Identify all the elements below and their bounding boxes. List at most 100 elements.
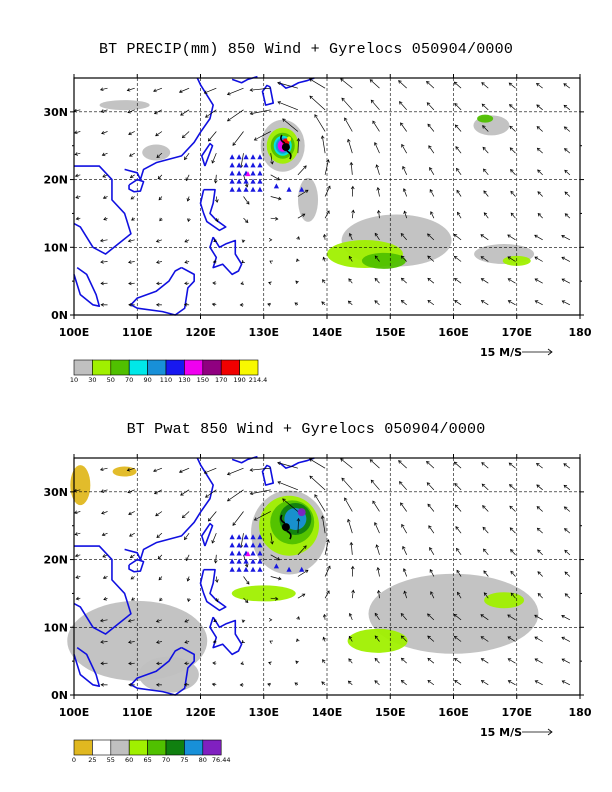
arrow-head bbox=[454, 277, 458, 282]
panel1-map: 100E 110E 120E 130E 140E 150E 160E 170E 180 0N 10N… bbox=[43, 74, 592, 384]
arrow-head bbox=[184, 239, 188, 243]
arrow-head bbox=[374, 255, 379, 259]
arrow-head bbox=[427, 277, 431, 282]
arrow-head bbox=[454, 657, 458, 662]
arrow-head bbox=[296, 517, 301, 522]
arrow-head bbox=[351, 589, 355, 594]
arrow-head bbox=[301, 593, 306, 597]
arrow-head bbox=[564, 148, 568, 152]
colorbar-label: 80 bbox=[199, 756, 207, 764]
arrow-head bbox=[296, 236, 300, 240]
arrow-head bbox=[99, 87, 104, 92]
wind-vector bbox=[536, 463, 543, 469]
wind-vector bbox=[157, 174, 163, 180]
wind-vector bbox=[482, 125, 489, 132]
gyre-triangle bbox=[299, 566, 305, 572]
arrow-head bbox=[322, 659, 326, 663]
wind-vector bbox=[184, 239, 190, 243]
arrow-head bbox=[269, 260, 273, 264]
gyre-triangle bbox=[243, 178, 249, 184]
wind-vector bbox=[455, 526, 462, 534]
arrow-head bbox=[268, 661, 272, 666]
wind-vector bbox=[156, 619, 163, 622]
colorbar: 0 25 55 60 65 70 75 80 76.44 bbox=[72, 739, 231, 764]
coastline bbox=[124, 77, 214, 181]
gyre-triangle bbox=[273, 183, 279, 189]
arrow-head bbox=[402, 188, 407, 192]
arrow-head bbox=[181, 514, 186, 519]
wind-vector bbox=[215, 554, 217, 564]
typhoon-center bbox=[281, 143, 290, 152]
arrow-head bbox=[100, 281, 104, 286]
arrow-head bbox=[213, 560, 218, 564]
arrow-head bbox=[344, 497, 348, 501]
wind-vector bbox=[480, 636, 489, 642]
wind-vector bbox=[401, 635, 407, 642]
wind-vector bbox=[561, 636, 571, 642]
wind-vector bbox=[127, 87, 135, 91]
wind-vector bbox=[456, 168, 462, 176]
gyre-triangle bbox=[236, 550, 242, 556]
arrow-head bbox=[184, 281, 188, 286]
arrow-head bbox=[320, 135, 325, 139]
arrow-head bbox=[454, 482, 458, 487]
colorbar-label: 190 bbox=[233, 376, 245, 384]
arrow-head bbox=[205, 114, 209, 118]
wind-vector bbox=[404, 591, 408, 599]
wind-vector bbox=[128, 641, 135, 643]
arrow-head bbox=[430, 591, 434, 595]
wind-vector bbox=[156, 152, 163, 158]
gyre-triangle bbox=[243, 534, 249, 540]
gyre-triangle bbox=[250, 186, 256, 192]
gyre-triangle bbox=[257, 534, 263, 540]
arrow-head bbox=[320, 515, 325, 519]
arrow-head bbox=[282, 498, 286, 502]
y-tick-label: 20N bbox=[43, 174, 68, 187]
wind-vector bbox=[481, 658, 489, 664]
wind-vector bbox=[297, 593, 305, 599]
colorbar-swatch bbox=[202, 359, 222, 376]
wind-vector bbox=[321, 301, 326, 306]
coastline bbox=[73, 165, 132, 255]
arrow-head bbox=[427, 635, 431, 640]
arrow-head bbox=[158, 576, 163, 581]
wind-vector bbox=[76, 217, 81, 220]
gyre-triangle bbox=[257, 550, 263, 556]
wind-vector bbox=[270, 174, 280, 181]
gyre-triangle bbox=[229, 566, 235, 572]
arrow-head bbox=[564, 213, 569, 217]
wind-vector bbox=[128, 131, 135, 135]
arrow-head bbox=[534, 300, 539, 304]
arrow-head bbox=[129, 533, 133, 537]
arrow-head bbox=[155, 682, 160, 687]
arrow-head bbox=[270, 161, 274, 165]
wind-vector bbox=[103, 196, 108, 199]
y-tick-label: 10N bbox=[43, 621, 68, 634]
wind-vector bbox=[509, 484, 516, 491]
arrow-head bbox=[509, 505, 513, 510]
arrow-head bbox=[480, 234, 484, 238]
arrow-head bbox=[309, 475, 313, 480]
grid-lines bbox=[74, 458, 580, 695]
arrow-head bbox=[157, 555, 162, 560]
wind-vector bbox=[430, 211, 435, 219]
wind-vector bbox=[453, 614, 462, 621]
wind-vectors bbox=[73, 458, 571, 687]
arrow-head bbox=[131, 597, 135, 601]
typhoon-arm bbox=[280, 514, 286, 524]
wind-vector bbox=[456, 190, 462, 197]
arrow-head bbox=[159, 217, 163, 222]
wind-vector bbox=[508, 462, 516, 469]
arrow-head bbox=[274, 216, 279, 221]
arrow-head bbox=[99, 467, 104, 472]
wind-vector bbox=[426, 102, 435, 111]
arrow-head bbox=[507, 300, 512, 304]
wind-vector bbox=[270, 597, 278, 600]
arrow-head bbox=[398, 460, 402, 464]
arrow-head bbox=[453, 255, 458, 260]
wind-vector bbox=[562, 300, 571, 306]
colorbar-label: 110 bbox=[160, 376, 172, 384]
arrow-head bbox=[74, 173, 79, 178]
arrow-head bbox=[534, 234, 538, 239]
wind-vector bbox=[454, 636, 462, 642]
